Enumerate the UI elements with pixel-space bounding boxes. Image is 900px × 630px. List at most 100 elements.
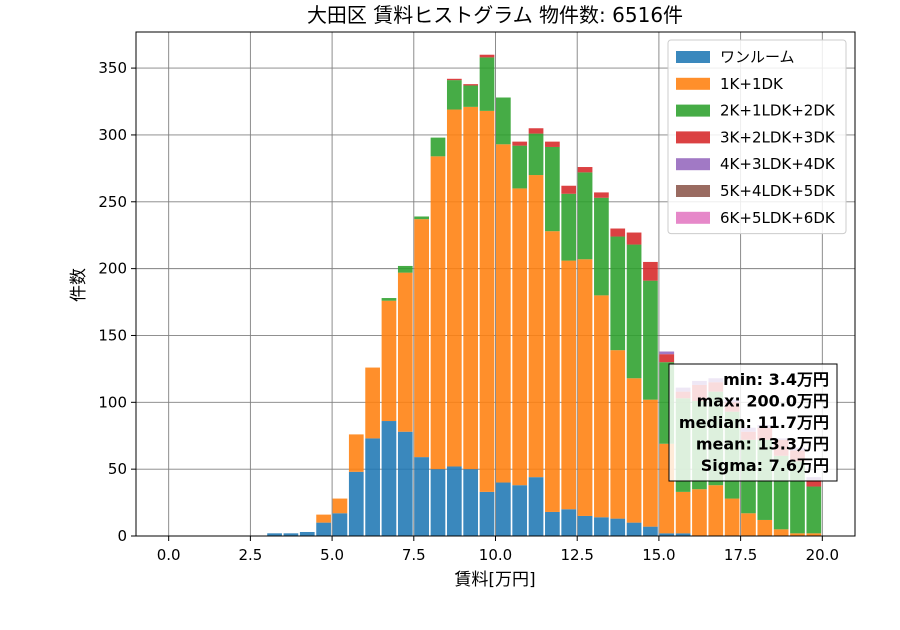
bar-segment [806, 533, 822, 536]
bar-segment [643, 399, 658, 527]
bar-segment [528, 175, 544, 478]
axis-ticks: 0.0 2.5 5.0 7.5 10.0 12.5 15.0 17.5 20.0 0 50 100 15… [98, 59, 839, 564]
y-tick-label: 200 [98, 260, 127, 278]
legend-label: 5K+4LDK+5DK [720, 182, 836, 200]
bar-segment [610, 518, 626, 536]
bar-segment [267, 533, 282, 536]
bar-segment [348, 434, 364, 472]
bar-segment [528, 133, 544, 176]
bar-segment [806, 479, 822, 487]
bar-segment [806, 486, 822, 534]
bar-segment [397, 265, 413, 273]
bar-segment [659, 351, 675, 355]
bar-segment [479, 54, 495, 58]
bar-segment [594, 197, 609, 296]
stats-box-frame [668, 363, 838, 482]
bar-segment [430, 469, 446, 536]
stats-line: median: 11.7万円 [679, 413, 829, 432]
bar-segment [463, 85, 479, 107]
bar-segment [626, 378, 642, 523]
x-tick-label: 12.5 [561, 546, 594, 564]
bar-segment [561, 509, 577, 536]
bar-segment [299, 531, 315, 536]
bar-segment [643, 526, 658, 536]
stats-line: Sigma: 7.6万円 [701, 456, 829, 475]
bar-segment [479, 57, 495, 111]
bar-segment [545, 511, 560, 536]
bar-segment [626, 232, 642, 245]
bar-segment [561, 260, 577, 510]
x-tick-label: 20.0 [806, 546, 839, 564]
bar-segment [397, 272, 413, 432]
bar-segment [757, 519, 773, 536]
x-axis-label: 賃料[万円] [454, 570, 535, 590]
bar-segment [594, 517, 609, 536]
bar-segment [545, 231, 560, 512]
bar-segment [512, 485, 528, 536]
bar-segment [512, 188, 528, 486]
legend-swatch [676, 131, 710, 144]
bar-segment [283, 533, 299, 536]
bar-segment [414, 457, 430, 536]
y-tick-label: 50 [108, 460, 127, 478]
legend-label: 4K+3LDK+4DK [720, 155, 836, 173]
y-tick-label: 250 [98, 193, 127, 211]
legend-label: ワンルーム [720, 48, 795, 66]
bar-segment [692, 489, 707, 536]
y-tick-label: 100 [98, 393, 127, 411]
bars [267, 54, 822, 536]
bar-segment [430, 156, 446, 470]
legend-label: 1K+1DK [720, 75, 784, 93]
bar-segment [446, 466, 462, 536]
stats-box: min: 3.4万円 max: 200.0万円 median: 11.7万円 mean… [668, 363, 838, 482]
bar-segment [610, 228, 626, 237]
bar-segment [626, 244, 642, 379]
legend-swatch [676, 77, 710, 90]
bar-segment [594, 192, 609, 198]
bar-segment [463, 84, 479, 86]
bar-segment [316, 514, 331, 523]
bar-segment [348, 471, 364, 536]
bar-segment [414, 216, 430, 220]
bar-segment [708, 485, 724, 536]
bar-segment [545, 146, 560, 232]
bar-segment [496, 97, 511, 145]
bar-segment [332, 498, 348, 514]
x-tick-label: 15.0 [642, 546, 675, 564]
chart-title: 大田区 賃料ヒストグラム 物件数: 6516件 [307, 3, 683, 27]
bar-segment [414, 219, 430, 458]
bar-segment [381, 421, 397, 536]
bar-segment [479, 491, 495, 536]
x-tick-label: 2.5 [238, 546, 262, 564]
y-tick-label: 150 [98, 326, 127, 344]
bar-segment [643, 280, 658, 400]
bar-segment [381, 300, 397, 422]
bar-segment [496, 482, 511, 536]
bar-segment [365, 438, 380, 536]
bar-segment [381, 298, 397, 301]
bar-segment [594, 295, 609, 518]
bar-segment [577, 515, 593, 536]
x-tick-label: 7.5 [402, 546, 426, 564]
bar-segment [577, 167, 593, 173]
bar-segment [446, 80, 462, 110]
legend-label: 2K+1LDK+2DK [720, 102, 836, 120]
bar-segment [512, 145, 528, 189]
bar-segment [332, 513, 348, 536]
bar-segment [610, 236, 626, 351]
x-tick-label: 10.0 [479, 546, 512, 564]
legend-swatch [676, 185, 710, 197]
bar-segment [512, 141, 528, 146]
bar-segment [545, 141, 560, 147]
bar-segment [479, 110, 495, 492]
bar-segment [561, 185, 577, 194]
legend-label: 6K+5LDK+6DK [720, 209, 836, 227]
x-tick-label: 17.5 [724, 546, 757, 564]
bar-segment [741, 513, 756, 536]
stats-line: max: 200.0万円 [697, 392, 829, 411]
bar-segment [659, 533, 675, 536]
stats-line: min: 3.4万円 [723, 370, 829, 389]
bar-segment [365, 367, 380, 439]
y-axis-label: 件数 [69, 268, 89, 302]
